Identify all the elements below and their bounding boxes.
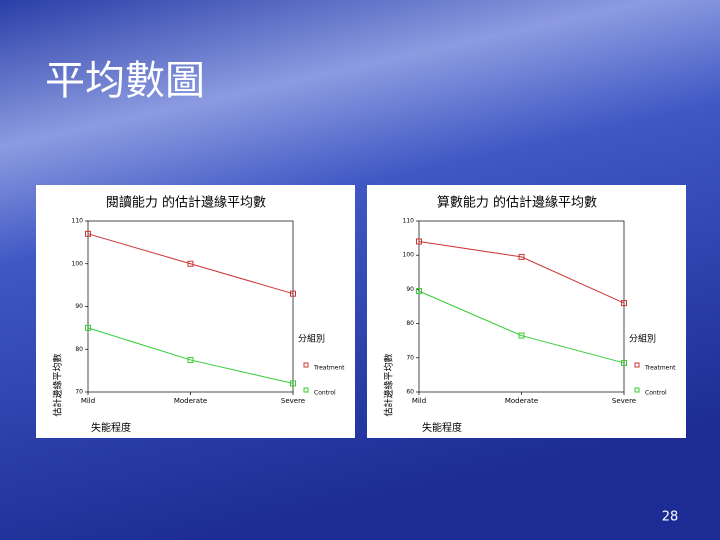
series-line <box>87 327 294 384</box>
series-line <box>418 290 625 364</box>
page-number: 28 <box>662 510 679 525</box>
y-tick-label: 110 <box>72 218 84 225</box>
chart-panel <box>36 185 355 438</box>
x-axis-label: 失能程度 <box>91 421 131 434</box>
legend-label: Treatment <box>644 365 676 372</box>
y-tick-label: 110 <box>403 218 415 225</box>
data-point <box>416 288 422 295</box>
legend-title: 分組別 <box>629 333 656 345</box>
data-point <box>416 238 422 245</box>
data-point <box>518 253 525 260</box>
legend-swatch <box>303 362 309 368</box>
data-point <box>518 332 525 339</box>
x-tick-label: Mild <box>412 397 426 405</box>
legend-swatch <box>634 362 640 368</box>
chart-panel <box>367 185 686 438</box>
y-tick-label: 90 <box>406 286 414 293</box>
y-tick-label: 90 <box>75 303 83 310</box>
y-tick-label: 80 <box>75 346 83 353</box>
legend-label: Treatment <box>313 365 345 372</box>
x-tick-label: Severe <box>612 397 636 405</box>
data-point <box>290 290 296 297</box>
x-tick-label: Moderate <box>505 397 538 405</box>
legend-label: Control <box>314 390 336 397</box>
y-tick-label: 100 <box>72 260 84 267</box>
y-tick-label: 100 <box>403 252 415 259</box>
data-point <box>621 359 627 366</box>
chart-title: 算數能力 的估計邊緣平均數 <box>437 195 597 211</box>
data-point <box>187 356 194 363</box>
x-tick-label: Moderate <box>174 397 207 405</box>
slide-title: 平均數圖 <box>45 58 205 104</box>
data-point <box>290 380 296 387</box>
chart-title: 閱讀能力 的估計邊緣平均數 <box>106 195 266 211</box>
data-point <box>621 300 627 307</box>
y-tick-label: 60 <box>406 389 414 396</box>
y-tick-label: 80 <box>406 320 414 327</box>
x-tick-label: Mild <box>81 397 95 405</box>
data-point <box>85 324 91 331</box>
y-tick-label: 70 <box>75 389 83 396</box>
data-point <box>85 230 91 237</box>
x-axis-label: 失能程度 <box>422 421 462 434</box>
legend-swatch <box>634 387 640 393</box>
y-axis-label: 估計邊緣平均數 <box>383 353 395 416</box>
series-line <box>87 233 294 295</box>
series-line <box>418 241 625 304</box>
x-tick-label: Severe <box>281 397 305 405</box>
data-point <box>187 260 194 267</box>
legend-label: Control <box>645 390 667 397</box>
legend-swatch <box>303 387 309 393</box>
y-tick-label: 70 <box>406 354 414 361</box>
legend-title: 分組別 <box>298 333 325 345</box>
y-axis-label: 估計邊緣平均數 <box>52 353 64 416</box>
